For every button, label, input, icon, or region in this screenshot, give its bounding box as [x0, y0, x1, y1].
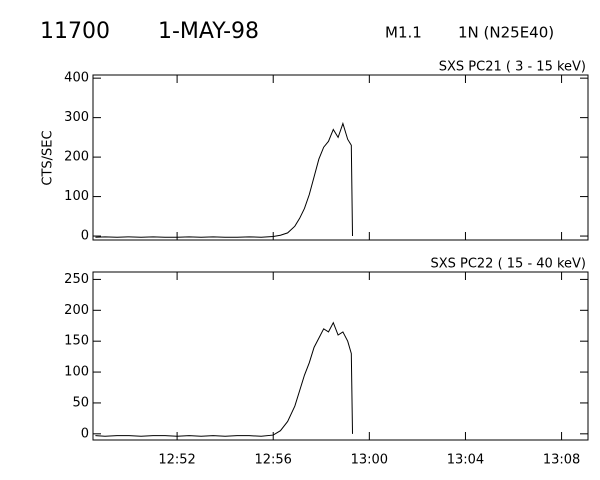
y-tick-label: 150 — [64, 334, 89, 349]
flare-class: M1.1 — [385, 24, 422, 42]
x-tick-label: 12:56 — [254, 453, 291, 468]
y-tick-label: 0 — [81, 229, 89, 244]
y-tick-label: 250 — [64, 272, 89, 287]
y-tick-label: 300 — [64, 110, 89, 125]
flare-location: 1N (N25E40) — [458, 24, 554, 42]
x-tick-label: 13:04 — [447, 453, 484, 468]
y-tick-label: 100 — [64, 189, 89, 204]
x-tick-label: 13:00 — [351, 453, 388, 468]
y-tick-label: 50 — [72, 395, 89, 410]
data-line — [95, 121, 354, 238]
y-tick-label: 200 — [64, 150, 89, 165]
event-date: 1-MAY-98 — [158, 19, 259, 44]
x-tick-label: 12:52 — [158, 453, 195, 468]
plot-frame — [92, 271, 589, 441]
panel-title: SXS PC22 ( 15 - 40 keV) — [430, 257, 586, 272]
y-tick-label: 200 — [64, 303, 89, 318]
y-tick-label: 400 — [64, 71, 89, 86]
event-id: 11700 — [40, 19, 110, 44]
data-line — [95, 321, 354, 437]
plot-frame — [92, 74, 589, 241]
x-tick-label: 13:08 — [543, 453, 580, 468]
panel-title: SXS PC21 ( 3 - 15 keV) — [439, 60, 586, 75]
y-tick-label: 100 — [64, 365, 89, 380]
y-axis-label: CTS/SEC — [41, 130, 56, 185]
y-tick-label: 0 — [81, 426, 89, 441]
